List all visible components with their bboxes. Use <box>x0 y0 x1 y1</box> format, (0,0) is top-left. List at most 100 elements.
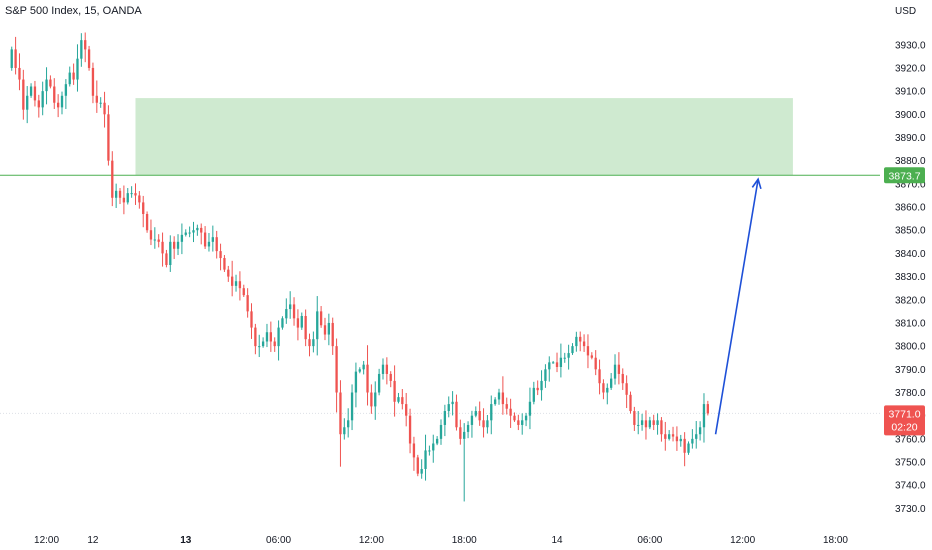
candle[interactable] <box>439 419 443 445</box>
candle[interactable] <box>68 66 71 87</box>
candle[interactable] <box>451 391 454 416</box>
candle[interactable] <box>551 360 555 364</box>
candle[interactable] <box>490 395 493 435</box>
candle[interactable] <box>412 436 416 471</box>
candle[interactable] <box>524 412 528 427</box>
candle[interactable] <box>613 354 617 385</box>
candle[interactable] <box>389 371 392 388</box>
candle[interactable] <box>111 151 114 207</box>
candle[interactable] <box>292 297 296 326</box>
candle[interactable] <box>559 343 563 378</box>
candle[interactable] <box>308 333 311 357</box>
candle[interactable] <box>586 334 590 369</box>
candle[interactable] <box>393 365 396 417</box>
candle[interactable] <box>169 235 172 272</box>
candle[interactable] <box>702 393 706 443</box>
candle[interactable] <box>567 344 570 370</box>
candle[interactable] <box>331 317 334 355</box>
candle[interactable] <box>664 421 667 451</box>
candle[interactable] <box>107 105 110 166</box>
candle[interactable] <box>633 406 636 431</box>
candle[interactable] <box>238 271 242 301</box>
candle[interactable] <box>49 75 52 89</box>
candle[interactable] <box>153 227 156 249</box>
candle[interactable] <box>432 434 435 463</box>
candle[interactable] <box>536 380 539 396</box>
candle[interactable] <box>99 97 102 108</box>
candle[interactable] <box>505 397 508 415</box>
candle[interactable] <box>203 226 207 250</box>
candle[interactable] <box>455 394 458 431</box>
candle[interactable] <box>698 421 702 441</box>
candle[interactable] <box>72 63 75 85</box>
candle[interactable] <box>33 80 37 107</box>
candle[interactable] <box>261 337 265 348</box>
candle[interactable] <box>397 392 400 404</box>
candle[interactable] <box>319 306 323 328</box>
candle[interactable] <box>482 408 485 438</box>
candle[interactable] <box>416 454 419 477</box>
candle[interactable] <box>250 303 253 339</box>
candle[interactable] <box>617 352 621 385</box>
candle[interactable] <box>683 432 686 467</box>
candle[interactable] <box>509 398 512 428</box>
candle[interactable] <box>84 32 87 63</box>
candle[interactable] <box>188 226 191 238</box>
candle[interactable] <box>281 316 284 330</box>
candle[interactable] <box>347 408 350 438</box>
candle[interactable] <box>114 183 118 208</box>
candle[interactable] <box>478 401 481 426</box>
candle[interactable] <box>26 86 29 124</box>
candle[interactable] <box>625 375 628 409</box>
candle[interactable] <box>312 331 315 353</box>
candle[interactable] <box>381 358 385 380</box>
candle[interactable] <box>424 434 427 481</box>
candle[interactable] <box>544 364 547 388</box>
candle[interactable] <box>180 223 184 255</box>
candle[interactable] <box>428 445 431 456</box>
candle[interactable] <box>56 94 60 118</box>
candle[interactable] <box>234 274 238 292</box>
candle[interactable] <box>671 426 675 442</box>
candle[interactable] <box>138 191 141 209</box>
candle[interactable] <box>118 188 122 205</box>
candle[interactable] <box>343 418 346 440</box>
candle[interactable] <box>103 91 106 128</box>
candle[interactable] <box>563 352 566 363</box>
candle[interactable] <box>161 232 164 267</box>
candle[interactable] <box>401 389 404 410</box>
candle[interactable] <box>629 391 632 414</box>
candle[interactable] <box>354 362 358 408</box>
candle[interactable] <box>76 44 79 92</box>
candle[interactable] <box>227 265 230 282</box>
candle[interactable] <box>254 323 257 355</box>
candle[interactable] <box>486 414 489 434</box>
candle[interactable] <box>91 62 95 104</box>
candle[interactable] <box>606 383 609 405</box>
candle[interactable] <box>598 359 601 395</box>
candle[interactable] <box>408 408 412 454</box>
candle[interactable] <box>602 379 605 400</box>
candle[interactable] <box>37 94 40 118</box>
candle[interactable] <box>64 79 68 109</box>
candle[interactable] <box>706 400 710 416</box>
candle[interactable] <box>374 381 377 420</box>
candle[interactable] <box>95 80 98 113</box>
candle[interactable] <box>145 211 149 233</box>
candle[interactable] <box>296 309 300 341</box>
candle[interactable] <box>370 384 373 414</box>
candle[interactable] <box>265 323 269 348</box>
candle[interactable] <box>223 255 226 272</box>
candle[interactable] <box>501 376 505 415</box>
candle[interactable] <box>648 416 651 430</box>
candle[interactable] <box>579 331 582 352</box>
candle[interactable] <box>459 419 462 445</box>
candle[interactable] <box>656 413 659 435</box>
candle[interactable] <box>621 368 624 390</box>
candle[interactable] <box>14 36 17 75</box>
candle[interactable] <box>207 233 211 252</box>
candle[interactable] <box>609 373 613 390</box>
candle[interactable] <box>269 321 273 352</box>
candle[interactable] <box>22 69 25 120</box>
